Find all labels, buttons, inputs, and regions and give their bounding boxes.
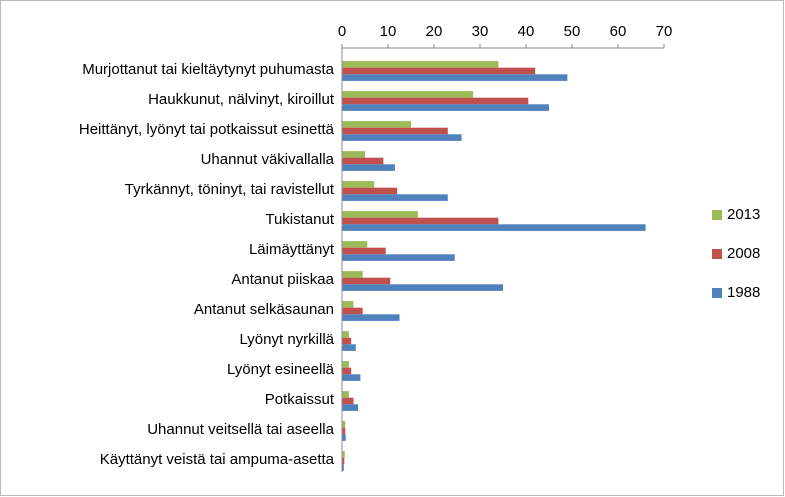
bar xyxy=(342,91,474,98)
bar xyxy=(342,164,395,171)
legend-label: 2008 xyxy=(727,245,760,262)
bar xyxy=(342,67,536,75)
bar xyxy=(342,374,361,381)
bar xyxy=(342,247,386,255)
y-tick-label: Uhannut väkivallalla xyxy=(201,151,335,168)
bar xyxy=(342,301,354,308)
bar xyxy=(342,361,349,368)
y-tick-label: Potkaissut xyxy=(265,391,335,408)
bar xyxy=(342,421,346,428)
x-tick-label: 30 xyxy=(472,23,489,40)
bar xyxy=(342,224,646,231)
bar xyxy=(342,211,418,218)
bar xyxy=(342,397,354,405)
bar xyxy=(342,241,368,248)
bar xyxy=(342,434,346,441)
bar xyxy=(342,134,462,141)
bar xyxy=(342,187,398,195)
bar xyxy=(342,284,503,291)
bar xyxy=(342,277,391,285)
x-tick-label: 10 xyxy=(380,23,397,40)
y-tick-label: Lyönyt esineellä xyxy=(227,361,335,378)
bar xyxy=(342,314,400,321)
y-tick-label: Uhannut veitsellä tai aseella xyxy=(147,421,334,438)
x-tick-label: 40 xyxy=(518,23,535,40)
bar xyxy=(342,451,345,458)
bar xyxy=(342,61,499,68)
legend-label: 2013 xyxy=(727,206,760,223)
x-tick-label: 60 xyxy=(610,23,627,40)
bar xyxy=(342,464,344,471)
y-tick-label: Haukkunut, nälvinyt, kiroillut xyxy=(148,91,335,108)
x-tick-label: 20 xyxy=(426,23,443,40)
y-tick-label: Lyönyt nyrkillä xyxy=(240,331,335,348)
bar xyxy=(342,427,346,435)
bar xyxy=(342,271,363,278)
x-tick-label: 0 xyxy=(338,23,346,40)
bar xyxy=(342,74,568,81)
legend-swatch xyxy=(712,288,722,298)
bar xyxy=(342,391,349,398)
bar xyxy=(342,331,349,338)
bar xyxy=(342,337,352,345)
bar xyxy=(342,127,448,135)
legend-swatch xyxy=(712,249,722,259)
legend-label: 1988 xyxy=(727,284,760,301)
bar xyxy=(342,97,529,105)
y-tick-label: Antanut selkäsaunan xyxy=(194,301,334,318)
bar xyxy=(342,181,375,188)
bar xyxy=(342,404,359,411)
bar xyxy=(342,104,549,111)
y-tick-label: Heittänyt, lyönyt tai potkaissut esinett… xyxy=(79,121,335,138)
bar xyxy=(342,367,352,375)
bar xyxy=(342,344,356,351)
y-tick-label: Antanut piiskaa xyxy=(231,271,334,288)
bar xyxy=(342,457,345,465)
bar xyxy=(342,151,365,158)
y-tick-label: Läimäyttänyt xyxy=(249,241,335,258)
bar xyxy=(342,307,363,315)
y-tick-label: Tukistanut xyxy=(265,211,334,228)
x-tick-label: 50 xyxy=(564,23,581,40)
y-tick-label: Murjottanut tai kieltäytynyt puhumasta xyxy=(82,61,334,78)
bar xyxy=(342,217,499,225)
bar xyxy=(342,121,411,128)
legend-swatch xyxy=(712,210,722,220)
x-tick-label: 70 xyxy=(656,23,673,40)
bar xyxy=(342,254,455,261)
bar xyxy=(342,194,448,201)
bar xyxy=(342,157,384,165)
y-tick-label: Tyrkännyt, töninyt, tai ravistellut xyxy=(125,181,335,198)
y-tick-label: Käyttänyt veistä tai ampuma-asetta xyxy=(100,451,335,468)
